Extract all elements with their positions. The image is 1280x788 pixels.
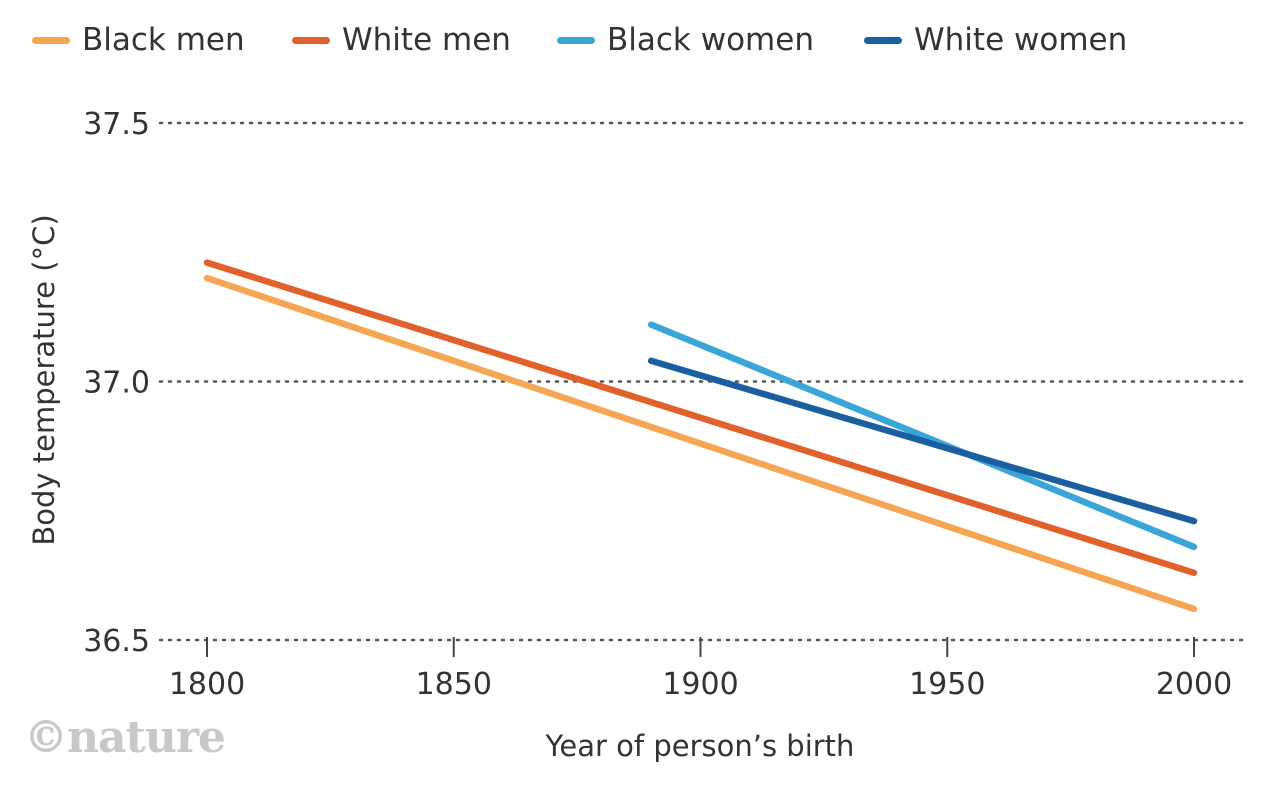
legend-item-white-women: White women bbox=[864, 20, 1127, 60]
legend-item-black-men: Black men bbox=[32, 20, 245, 60]
x-axis-title: Year of person’s birth bbox=[545, 729, 855, 763]
y-tick-label: 36.5 bbox=[83, 624, 150, 659]
x-tick-label: 2000 bbox=[1156, 667, 1232, 702]
legend-swatch-black-women bbox=[557, 36, 595, 44]
legend-label-white-men: White men bbox=[342, 22, 511, 58]
x-tick-labels: 1800 1850 1900 1950 2000 bbox=[169, 667, 1232, 702]
grid-lines bbox=[158, 121, 1244, 642]
y-tick-label: 37.5 bbox=[83, 107, 150, 142]
legend-label-black-men: Black men bbox=[82, 22, 245, 58]
x-tick-label: 1800 bbox=[169, 667, 245, 702]
series-lines bbox=[203, 259, 1198, 613]
legend-label-black-women: Black women bbox=[607, 22, 814, 58]
chart-legend: Black men White men Black women White wo… bbox=[0, 0, 1280, 80]
x-tick-label: 1900 bbox=[662, 667, 738, 702]
legend-item-white-men: White men bbox=[292, 20, 511, 60]
y-tick-labels: 36.5 37.0 37.5 bbox=[83, 107, 150, 659]
nature-logo: ©nature bbox=[24, 712, 226, 763]
series-line-black-men bbox=[203, 274, 1198, 613]
legend-item-black-women: Black women bbox=[557, 20, 814, 60]
x-axis-ticks bbox=[206, 637, 1195, 657]
x-tick-label: 1950 bbox=[909, 667, 985, 702]
y-axis-title: Body temperature (°C) bbox=[27, 214, 61, 545]
legend-swatch-white-men bbox=[292, 36, 330, 44]
series-line-white-men bbox=[203, 259, 1198, 577]
legend-swatch-white-women bbox=[864, 36, 902, 44]
legend-swatch-black-men bbox=[32, 36, 70, 44]
series-line-white-women bbox=[647, 357, 1198, 525]
legend-label-white-women: White women bbox=[914, 22, 1128, 58]
series-line-black-women bbox=[647, 321, 1198, 551]
y-tick-label: 37.0 bbox=[83, 366, 150, 401]
x-tick-label: 1850 bbox=[416, 667, 492, 702]
